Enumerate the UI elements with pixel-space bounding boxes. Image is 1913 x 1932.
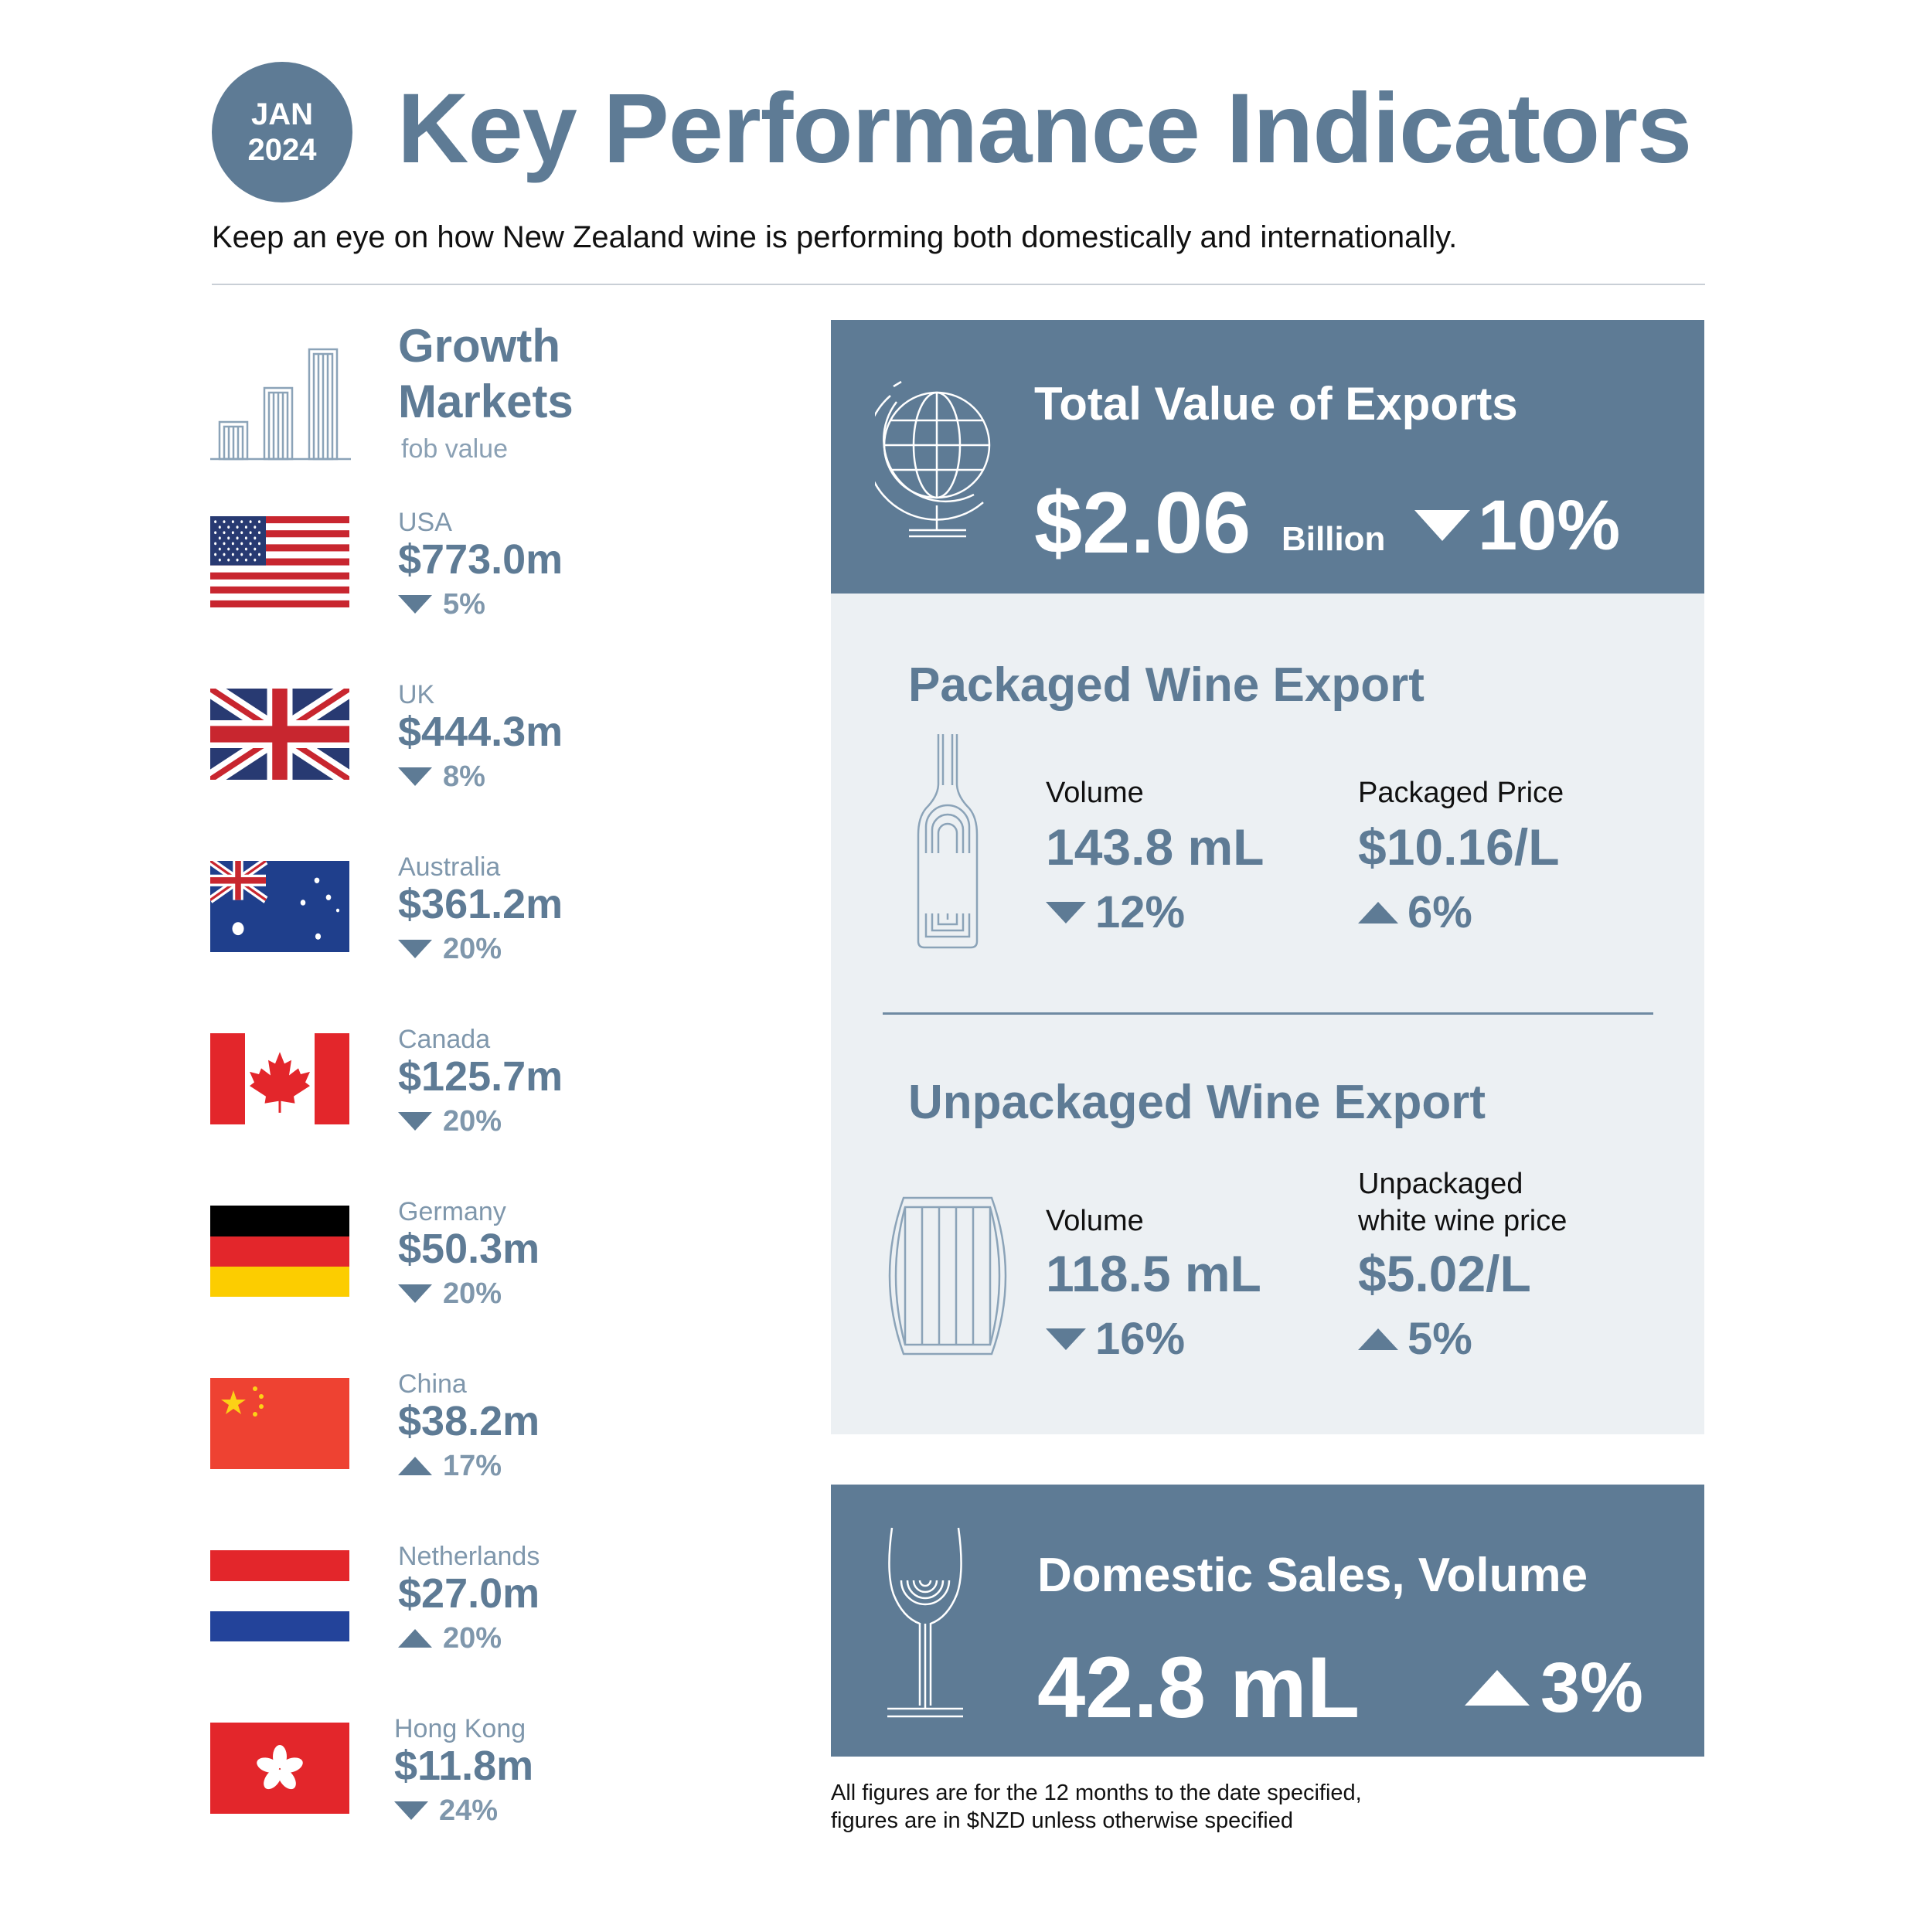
- unpackaged-price-label: Unpackaged white wine price: [1358, 1168, 1568, 1237]
- germany-flag-icon: [210, 1206, 349, 1297]
- barrel-icon: [888, 1196, 1007, 1359]
- domestic-sales-change: 3%: [1465, 1648, 1643, 1728]
- up-arrow-icon: [398, 1457, 432, 1475]
- globe-icon: [865, 379, 996, 545]
- growth-markets-subtitle: fob value: [401, 434, 508, 464]
- china-flag-icon: [210, 1378, 349, 1469]
- market-value: $773.0m: [398, 536, 563, 583]
- down-arrow-icon: [398, 767, 432, 786]
- market-name: USA: [398, 508, 452, 537]
- up-arrow-icon: [1465, 1670, 1530, 1706]
- usa-flag-icon: [210, 516, 349, 607]
- unpackaged-price-change: 5%: [1358, 1314, 1472, 1365]
- footnote: All figures are for the 12 months to the…: [831, 1781, 1362, 1833]
- market-change: 24%: [394, 1794, 498, 1828]
- total-exports-unit: Billion: [1282, 520, 1386, 558]
- market-hong-kong: Hong Kong $11.8m 24%: [210, 1713, 751, 1845]
- page-subtitle: Keep an eye on how New Zealand wine is p…: [212, 220, 1458, 254]
- market-name: Australia: [398, 852, 501, 882]
- unpackaged-volume-label: Volume: [1046, 1205, 1144, 1237]
- market-name: Canada: [398, 1025, 491, 1054]
- market-name: UK: [398, 680, 435, 709]
- badge-year: 2024: [247, 133, 317, 167]
- market-change: 5%: [398, 587, 485, 621]
- market-value: $11.8m: [394, 1743, 534, 1789]
- packaged-title: Packaged Wine Export: [908, 658, 1425, 712]
- netherlands-flag-icon: [210, 1550, 349, 1641]
- market-usa: USA $773.0m 5%: [210, 507, 751, 638]
- market-netherlands: Netherlands $27.0m 20%: [210, 1541, 751, 1672]
- up-arrow-icon: [1358, 902, 1398, 923]
- canada-flag-icon: [210, 1033, 349, 1124]
- badge-month: JAN: [250, 97, 314, 131]
- header-divider: [212, 284, 1705, 285]
- domestic-sales-value: 42.8 mL: [1037, 1639, 1360, 1736]
- market-germany: Germany $50.3m 20%: [210, 1196, 751, 1328]
- uk-flag-icon: [210, 689, 349, 780]
- packaged-price-change: 6%: [1358, 887, 1472, 938]
- down-arrow-icon: [398, 1284, 432, 1303]
- wine-glass-icon: [886, 1526, 965, 1722]
- market-name: Germany: [398, 1197, 506, 1226]
- packaged-volume-value: 143.8 mL: [1046, 818, 1265, 876]
- domestic-sales-title: Domestic Sales, Volume: [1037, 1549, 1588, 1602]
- date-badge: JAN 2024: [212, 62, 352, 202]
- up-arrow-icon: [1358, 1328, 1398, 1350]
- market-change: 17%: [398, 1449, 502, 1483]
- down-arrow-icon: [1046, 1328, 1086, 1350]
- market-value: $27.0m: [398, 1570, 540, 1617]
- market-value: $50.3m: [398, 1226, 540, 1272]
- market-value: $125.7m: [398, 1053, 563, 1100]
- market-change: 8%: [398, 760, 485, 794]
- market-name: China: [398, 1369, 467, 1399]
- hong-kong-flag-icon: [210, 1723, 349, 1814]
- wine-bottle-icon: [915, 734, 980, 954]
- unpackaged-volume-change: 16%: [1046, 1314, 1185, 1365]
- market-china: China $38.2m 17%: [210, 1369, 751, 1500]
- growth-markets-title: Growth Markets: [398, 320, 574, 427]
- packaged-price-label: Packaged Price: [1358, 777, 1564, 809]
- market-value: $361.2m: [398, 881, 563, 927]
- total-exports-title: Total Value of Exports: [1034, 378, 1518, 430]
- market-change: 20%: [398, 1277, 502, 1311]
- unpackaged-title: Unpackaged Wine Export: [908, 1076, 1486, 1129]
- packaged-volume-change: 12%: [1046, 887, 1185, 938]
- packaged-price-value: $10.16/L: [1358, 818, 1560, 876]
- unpackaged-volume-value: 118.5 mL: [1046, 1245, 1261, 1302]
- page-title: Key Performance Indicators: [397, 73, 1692, 184]
- down-arrow-icon: [394, 1801, 428, 1820]
- market-change: 20%: [398, 1104, 502, 1138]
- market-uk: UK $444.3m 8%: [210, 679, 751, 811]
- bar-chart-icon: [210, 346, 351, 466]
- market-value: $444.3m: [398, 709, 563, 755]
- up-arrow-icon: [398, 1629, 432, 1648]
- packaged-volume-label: Volume: [1046, 777, 1144, 809]
- market-change: 20%: [398, 1621, 502, 1655]
- section-divider: [883, 1012, 1653, 1015]
- market-name: Hong Kong: [394, 1714, 526, 1743]
- unpackaged-price-value: $5.02/L: [1358, 1245, 1531, 1302]
- total-exports-panel: [831, 320, 1704, 594]
- market-value: $38.2m: [398, 1398, 540, 1444]
- market-australia: Australia $361.2m 20%: [210, 852, 751, 983]
- domestic-sales-panel: [831, 1485, 1704, 1757]
- total-exports-value: $2.06: [1034, 474, 1251, 571]
- market-canada: Canada $125.7m 20%: [210, 1024, 751, 1155]
- down-arrow-icon: [398, 595, 432, 614]
- market-change: 20%: [398, 932, 502, 966]
- total-exports-change: 10%: [1414, 485, 1620, 566]
- down-arrow-icon: [398, 1112, 432, 1131]
- market-name: Netherlands: [398, 1542, 540, 1571]
- australia-flag-icon: [210, 861, 349, 952]
- down-arrow-icon: [1414, 510, 1470, 541]
- down-arrow-icon: [1046, 902, 1086, 923]
- down-arrow-icon: [398, 940, 432, 958]
